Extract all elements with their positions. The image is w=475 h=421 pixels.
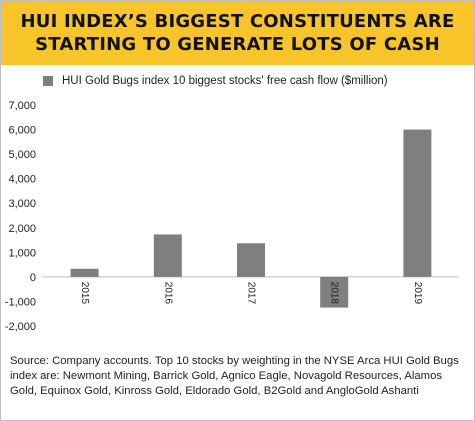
x-tick-label: 2015 <box>79 282 90 305</box>
bar-2019 <box>403 129 432 277</box>
y-tick-label: 1,000 <box>8 247 36 259</box>
y-tick-label: 5,000 <box>8 149 36 161</box>
y-tick-label: 2,000 <box>8 223 36 235</box>
bars-group <box>70 129 432 308</box>
x-tick-label: 2019 <box>412 282 423 305</box>
bar-2018 <box>320 276 349 308</box>
headline-banner: HUI INDEX’S BIGGEST CONSTITUENTS ARE STA… <box>1 1 474 65</box>
bar-2016 <box>153 234 182 277</box>
legend-label: HUI Gold Bugs index 10 biggest stocks' f… <box>62 75 388 87</box>
y-tick-label: 4,000 <box>8 174 36 186</box>
legend-swatch <box>43 76 53 86</box>
x-tick-label: 2016 <box>162 282 173 305</box>
bar-2017 <box>237 243 265 277</box>
headline-line-1: HUI INDEX’S BIGGEST CONSTITUENTS ARE <box>20 11 455 32</box>
bar-chart: 7,000 6,000 5,000 4,000 3,000 2,000 1,000 0 -1,0… <box>5 100 459 333</box>
bar-2015 <box>70 268 99 277</box>
headline-line-2: STARTING TO GENERATE LOTS OF CASH <box>35 34 440 55</box>
y-tick-label: 6,000 <box>8 125 36 137</box>
y-tick-label: 0 <box>30 272 36 284</box>
y-tick-label: -1,000 <box>5 296 36 308</box>
y-tick-label: -2,000 <box>5 321 36 333</box>
x-tick-label: 2017 <box>246 282 257 305</box>
y-tick-label: 3,000 <box>8 198 36 210</box>
x-tick-label: 2018 <box>329 282 340 305</box>
x-axis: 2015 2016 2017 2018 2019 <box>79 282 423 305</box>
source-note: Source: Company accounts. Top 10 stocks … <box>10 355 459 397</box>
y-tick-label: 7,000 <box>8 100 36 112</box>
y-axis: 7,000 6,000 5,000 4,000 3,000 2,000 1,000 0 -1,0… <box>5 100 36 333</box>
chart-legend: HUI Gold Bugs index 10 biggest stocks' f… <box>43 74 388 88</box>
